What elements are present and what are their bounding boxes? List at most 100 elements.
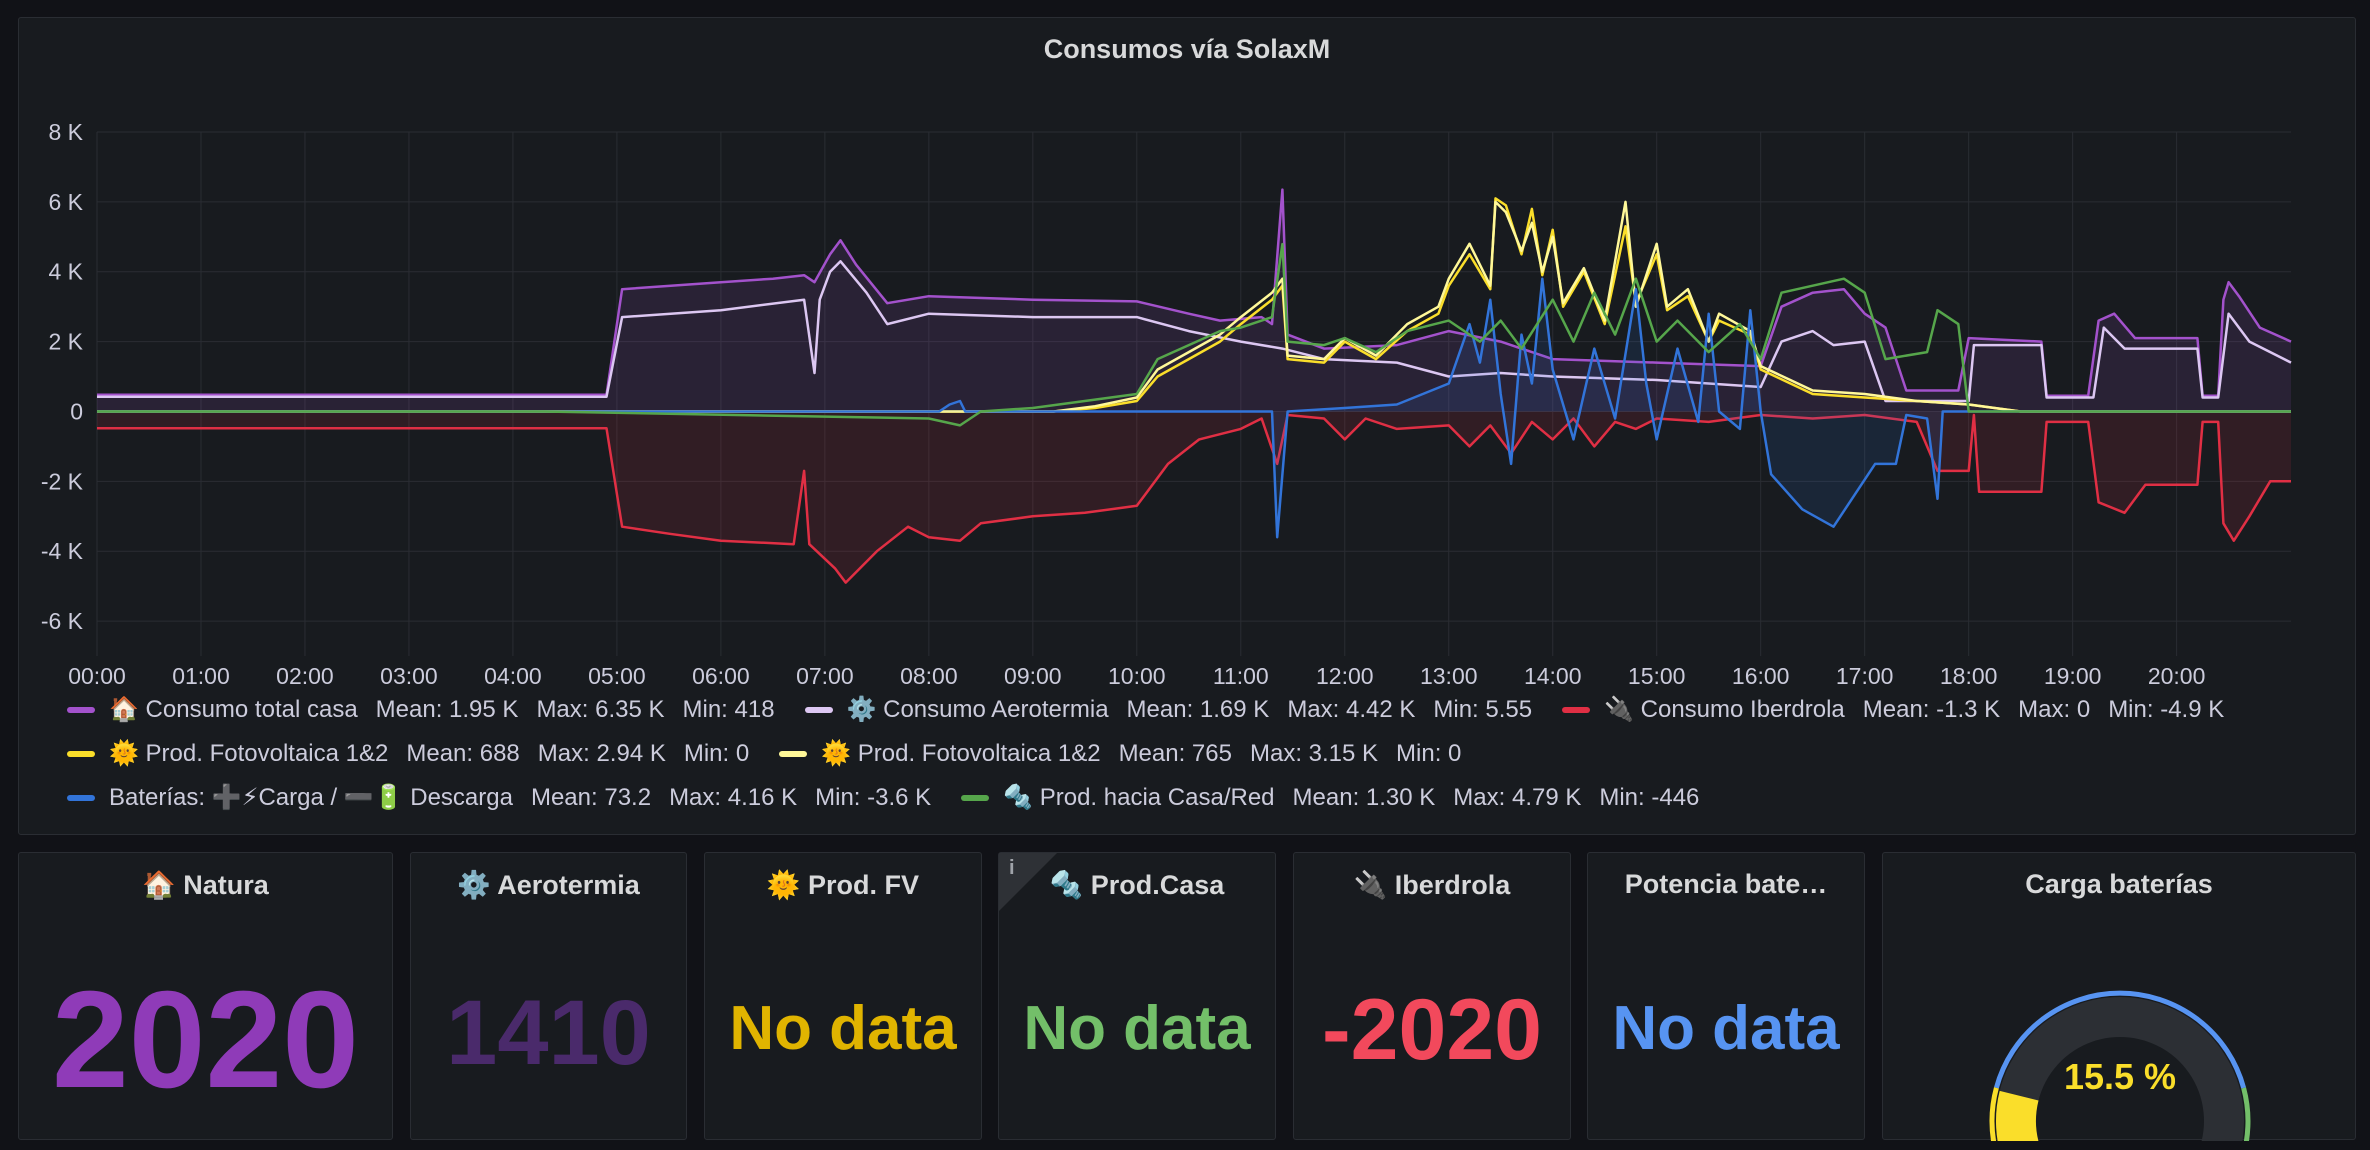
stat-panel-potencia-bateria[interactable]: Potencia bate… No data xyxy=(1587,852,1865,1140)
gauge-threshold-segment xyxy=(2241,1087,2251,1141)
stat-panel-natura[interactable]: 🏠 Natura 2020 xyxy=(18,852,393,1140)
x-tick-label: 13:00 xyxy=(1420,663,1478,689)
legend-max: Max: 6.35 K xyxy=(536,695,665,723)
x-tick-label: 16:00 xyxy=(1732,663,1790,689)
x-tick-label: 19:00 xyxy=(2044,663,2102,689)
legend-mean: Mean: 1.95 K xyxy=(375,695,519,723)
battery-gauge: 15.5 % xyxy=(1989,990,2251,1141)
y-tick-label: 4 K xyxy=(48,259,83,285)
legend-item-iberdrola[interactable]: 🔌 Consumo Iberdrola Mean: -1.3 K Max: 0 … xyxy=(1562,695,2224,724)
legend-min: Min: -3.6 K xyxy=(815,783,932,811)
legend-max: Max: 3.15 K xyxy=(1249,739,1379,767)
x-tick-label: 11:00 xyxy=(1213,663,1269,689)
legend-min: Min: -446 xyxy=(1599,783,1700,811)
legend-mean: Mean: 1.69 K xyxy=(1126,695,1270,723)
stat-value: No data xyxy=(1023,994,1251,1063)
stat-title: 🔌 Iberdrola xyxy=(1353,870,1511,900)
legend-max: Max: 0 xyxy=(2018,695,2091,723)
legend-item-consumo-total[interactable]: 🏠 Consumo total casa Mean: 1.95 K Max: 6… xyxy=(67,695,775,724)
stat-panel-iberdrola[interactable]: 🔌 Iberdrola -2020 xyxy=(1293,852,1571,1140)
x-tick-label: 15:00 xyxy=(1628,663,1686,689)
legend-min: Min: 0 xyxy=(683,739,750,767)
gauge-threshold-segment xyxy=(1993,990,2247,1089)
gauge-value-arc xyxy=(1996,1090,2039,1141)
legend-mean: Mean: 688 xyxy=(406,739,520,767)
y-tick-label: 6 K xyxy=(48,189,83,215)
legend-row-1: 🏠 Consumo total casa Mean: 1.95 K Max: 6… xyxy=(67,695,2254,724)
stat-title: Potencia bate… xyxy=(1624,869,1828,899)
legend-swatch xyxy=(1562,706,1591,713)
stat-value: -2020 xyxy=(1322,982,1542,1078)
y-tick-label: 0 xyxy=(70,398,83,424)
stat-title: Carga baterías xyxy=(2025,869,2213,899)
x-tick-label: 03:00 xyxy=(380,663,438,689)
x-tick-label: 09:00 xyxy=(1004,663,1062,689)
legend-max: Max: 2.94 K xyxy=(537,739,666,767)
series-line xyxy=(97,277,2291,539)
legend-label: ⚙️ Consumo Aerotermia xyxy=(846,696,1109,723)
legend-mean: Mean: 1.30 K xyxy=(1292,783,1436,811)
info-icon[interactable]: i xyxy=(1009,857,1015,879)
x-tick-label: 05:00 xyxy=(588,663,646,689)
legend-mean: Mean: 73.2 xyxy=(530,783,652,811)
stat-value: No data xyxy=(1612,994,1840,1063)
legend-swatch xyxy=(961,794,990,801)
legend-swatch xyxy=(804,706,833,713)
y-tick-label: -6 K xyxy=(41,608,84,634)
series-area xyxy=(97,189,2291,412)
legend-row-2: 🌞 Prod. Fotovoltaica 1&2 Mean: 688 Max: … xyxy=(67,739,1491,768)
stat-title: 🏠 Natura xyxy=(142,870,269,900)
x-tick-label: 08:00 xyxy=(900,663,958,689)
legend-label: 🔌 Consumo Iberdrola xyxy=(1604,696,1845,723)
x-tick-label: 01:00 xyxy=(172,663,230,689)
x-tick-label: 20:00 xyxy=(2148,663,2206,689)
series-line xyxy=(97,413,2291,584)
stat-title: 🔩 Prod.Casa xyxy=(1049,870,1225,900)
stat-panel-carga-baterias[interactable]: Carga baterías 15.5 % xyxy=(1882,852,2356,1141)
y-tick-label: -2 K xyxy=(41,468,84,494)
legend-mean: Mean: -1.3 K xyxy=(1862,695,2001,723)
legend-item-prod-casa-red[interactable]: 🔩 Prod. hacia Casa/Red Mean: 1.30 K Max:… xyxy=(961,783,1699,812)
legend-max: Max: 4.79 K xyxy=(1453,783,1582,811)
stat-title: 🌞 Prod. FV xyxy=(766,870,920,900)
legend-min: Min: 418 xyxy=(682,695,775,723)
x-tick-label: 10:00 xyxy=(1108,663,1166,689)
x-tick-label: 12:00 xyxy=(1316,663,1374,689)
stat-panel-prod-fv[interactable]: 🌞 Prod. FV No data xyxy=(704,852,982,1140)
series-line xyxy=(97,200,2291,413)
legend-swatch xyxy=(67,706,95,713)
stat-value: 1410 xyxy=(446,982,651,1084)
legend-label: 🏠 Consumo total casa xyxy=(109,696,358,723)
gauge-threshold-segment xyxy=(1989,1087,1999,1141)
x-tick-label: 17:00 xyxy=(1836,663,1894,689)
gauge-value-text: 15.5 % xyxy=(2064,1056,2176,1097)
legend-item-fotovoltaica-1[interactable]: 🌞 Prod. Fotovoltaica 1&2 Mean: 688 Max: … xyxy=(67,739,749,768)
legend-item-aerotermia[interactable]: ⚙️ Consumo Aerotermia Mean: 1.69 K Max: … xyxy=(804,695,1532,724)
x-tick-label: 06:00 xyxy=(692,663,750,689)
timeseries-chart[interactable]: 8 K 6 K 4 K 2 K 0 -2 K -4 K -6 K 00:00 01:00 02:00… xyxy=(19,18,2357,698)
series-area xyxy=(97,411,2291,583)
series-line xyxy=(97,242,2291,427)
stat-panel-prod-casa[interactable]: i 🔩 Prod.Casa No data xyxy=(998,852,1276,1140)
x-tick-label: 18:00 xyxy=(1940,663,1998,689)
legend-label: 🔩 Prod. hacia Casa/Red xyxy=(1003,784,1275,811)
legend-item-baterias[interactable]: Baterías: ➕⚡Carga / ➖🔋 Descarga Mean: 73… xyxy=(67,783,931,812)
legend-item-fotovoltaica-2[interactable]: 🌞 Prod. Fotovoltaica 1&2 Mean: 765 Max: … xyxy=(779,739,1461,768)
stat-panel-aerotermia[interactable]: ⚙️ Aerotermia 1410 xyxy=(410,852,687,1140)
stat-title: ⚙️ Aerotermia xyxy=(457,870,640,900)
stat-value: No data xyxy=(729,994,957,1063)
legend-row-3: Baterías: ➕⚡Carga / ➖🔋 Descarga Mean: 73… xyxy=(67,783,1729,812)
panel-title[interactable]: Consumos vía SolaxM xyxy=(1043,34,1331,64)
y-tick-label: -4 K xyxy=(41,538,84,564)
legend-swatch xyxy=(67,750,95,757)
legend-label: Baterías: ➕⚡Carga / ➖🔋 Descarga xyxy=(109,784,513,811)
legend-swatch xyxy=(779,750,808,757)
legend-max: Max: 4.16 K xyxy=(669,783,798,811)
y-tick-label: 2 K xyxy=(48,329,83,355)
x-tick-label: 07:00 xyxy=(796,663,854,689)
x-tick-label: 04:00 xyxy=(484,663,542,689)
legend-min: Min: -4.9 K xyxy=(2108,695,2225,723)
x-tick-label: 02:00 xyxy=(276,663,334,689)
consumos-panel[interactable]: Consumos vía SolaxM 8 K 6 K 4 K 2 K 0 -2 K -4 … xyxy=(18,17,2356,835)
legend-mean: Mean: 765 xyxy=(1118,739,1232,767)
